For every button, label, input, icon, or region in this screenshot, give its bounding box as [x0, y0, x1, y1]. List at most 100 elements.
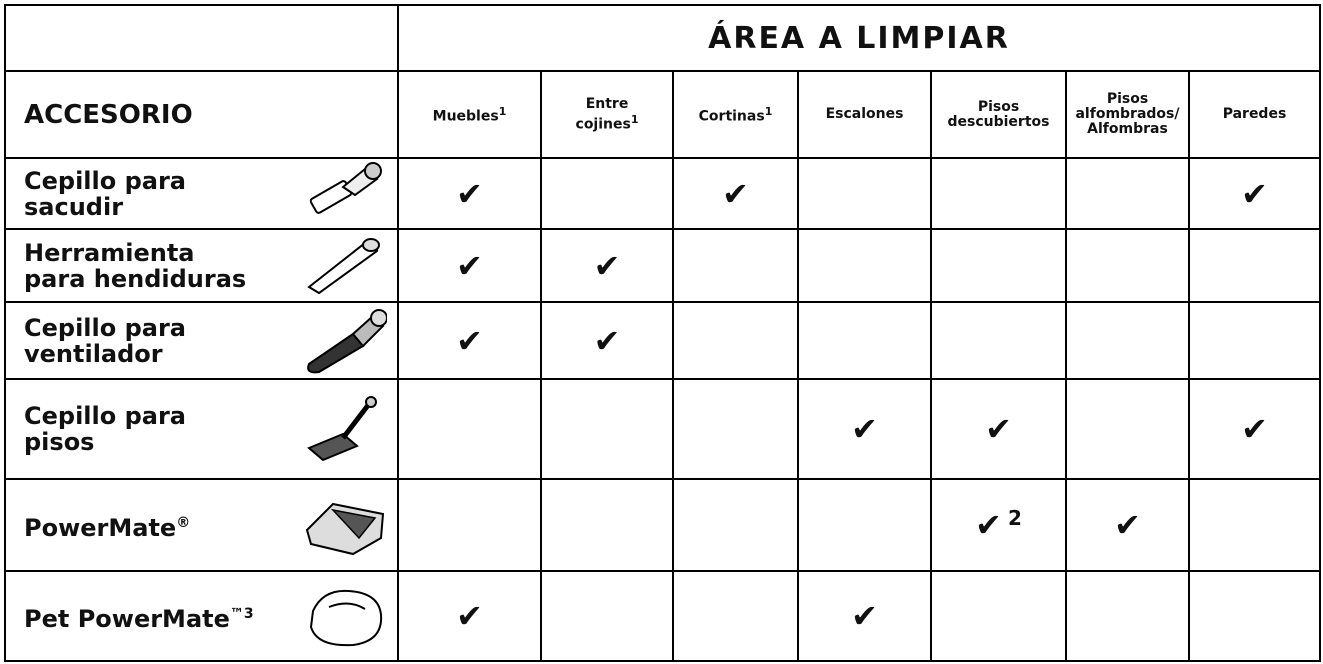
- check-cell: [930, 157, 1067, 230]
- accessory-row: PowerMate® ✔ 2 ✔: [4, 478, 1322, 572]
- check-cell: [1065, 157, 1190, 230]
- column-header: Pisos descubiertos: [930, 70, 1067, 159]
- check-mark: ✔: [851, 410, 878, 448]
- column-label: cojines: [575, 116, 631, 133]
- accessory-name-block: Cepillo para sacudir: [24, 168, 264, 220]
- accessory-name-block: Pet PowerMate™3: [24, 601, 264, 632]
- check-cell: ✔: [1065, 478, 1190, 572]
- check-cell: ✔ 2: [930, 478, 1067, 572]
- accessory-cell: Pet PowerMate™3: [4, 570, 399, 662]
- column-header: Entre cojines1: [540, 70, 674, 159]
- check-cell: ✔: [540, 228, 674, 303]
- check-mark: ✔: [593, 321, 621, 360]
- check-cell: ✔: [797, 570, 932, 662]
- accessory-cell: Herramienta para hendiduras: [4, 228, 399, 303]
- check-cell: [672, 478, 799, 572]
- check-cell: ✔: [930, 378, 1067, 480]
- check-cell: [1065, 570, 1190, 662]
- check-cell: [797, 157, 932, 230]
- check-cell: ✔: [672, 157, 799, 230]
- check-mark: ✔: [456, 597, 483, 635]
- check-cell: [672, 301, 799, 380]
- accessory-name: Cepillo para pisos: [24, 402, 186, 456]
- check-mark: ✔: [985, 410, 1012, 448]
- column-label: Escalones: [825, 106, 904, 122]
- check-cell: [672, 228, 799, 303]
- check-mark: ✔: [1114, 506, 1141, 544]
- trademark: ™3: [229, 605, 254, 622]
- accessory-row: Cepillo para sacudir ✔ ✔ ✔: [4, 157, 1322, 230]
- accessory-name: Cepillo para ventilador: [24, 313, 186, 368]
- accessory-cell: Cepillo para sacudir: [4, 157, 399, 230]
- check-cell: [797, 478, 932, 572]
- check-cell: [1065, 378, 1190, 480]
- check-cell: [540, 478, 674, 572]
- check-cell: [397, 478, 542, 572]
- check-cell: [397, 378, 542, 480]
- column-label: Pisos: [977, 98, 1020, 115]
- accessory-cell: PowerMate®: [4, 478, 399, 572]
- check-cell: ✔: [1187, 378, 1322, 480]
- check-cell: [540, 378, 674, 480]
- check-cell: [1187, 570, 1322, 662]
- check-mark: ✔: [851, 597, 878, 635]
- check-cell: [1187, 478, 1322, 572]
- check-mark: ✔: [456, 246, 483, 285]
- check-cell: ✔: [797, 378, 932, 480]
- table-body: ÁREA A LIMPIAR ACCESORIO Muebles1 Entre co…: [4, 4, 1322, 662]
- check-cell: [672, 570, 799, 662]
- accessory-row: Pet PowerMate™3 ✔ ✔: [4, 570, 1322, 662]
- accessory-name: Herramienta para hendiduras: [24, 238, 247, 293]
- column-label: descubiertos: [947, 113, 1050, 130]
- trademark: ®: [176, 514, 191, 531]
- accessory-title: ACCESORIO: [4, 70, 399, 159]
- accessory-name-block: Herramienta para hendiduras: [24, 240, 264, 292]
- check-cell: [1187, 301, 1322, 380]
- accessory-icon: [307, 237, 380, 294]
- accessory-cell: Cepillo para pisos: [4, 378, 399, 480]
- header-row: ÁREA A LIMPIAR: [4, 4, 1322, 72]
- check-cell: [1187, 228, 1322, 303]
- accessory-name-block: PowerMate®: [24, 510, 264, 541]
- column-header-row: ACCESORIO Muebles1 Entre cojines1 Cortinas1…: [4, 70, 1322, 159]
- column-header: Cortinas1: [672, 70, 799, 159]
- check-cell: [540, 570, 674, 662]
- area-title: ÁREA A LIMPIAR: [396, 4, 1322, 72]
- column-header: Escalones: [797, 70, 932, 159]
- accessory-name: Pet PowerMate: [24, 604, 230, 633]
- accessory-row: Cepillo para pisos ✔ ✔ ✔: [4, 378, 1322, 480]
- accessory-table: ÁREA A LIMPIAR ACCESORIO Muebles1 Entre co…: [4, 4, 1322, 662]
- accessory-icon: [309, 161, 382, 214]
- check-cell: [797, 228, 932, 303]
- column-label: Entre: [585, 95, 629, 112]
- check-cell: [540, 157, 674, 230]
- footnote-ref: 1: [764, 105, 773, 119]
- accessory-icon: [305, 502, 385, 556]
- accessory-icon: [307, 396, 377, 462]
- check-mark: ✔: [456, 321, 483, 360]
- check-mark: ✔: [593, 246, 621, 285]
- accessory-name-block: Cepillo para ventilador: [24, 315, 264, 367]
- check-cell: ✔: [397, 570, 542, 662]
- check-cell: [1065, 301, 1190, 380]
- footnote-ref: 2: [1007, 506, 1022, 530]
- footnote-ref: 1: [630, 112, 639, 126]
- column-label: Muebles: [432, 108, 499, 125]
- column-header: Paredes: [1187, 70, 1322, 159]
- check-cell: ✔: [397, 301, 542, 380]
- accessory-row: Cepillo para ventilador ✔ ✔: [4, 301, 1322, 380]
- check-mark: ✔: [456, 174, 483, 213]
- check-mark: ✔: [975, 506, 1002, 544]
- accessory-name: PowerMate: [24, 513, 177, 542]
- check-mark: ✔: [1241, 174, 1268, 213]
- footnote-ref: 1: [498, 105, 507, 119]
- accessory-cell: Cepillo para ventilador: [4, 301, 399, 380]
- accessory-name-block: Cepillo para pisos: [24, 403, 264, 455]
- accessory-icon: [309, 589, 383, 647]
- check-cell: [930, 228, 1067, 303]
- accessory-name: Cepillo para sacudir: [24, 166, 186, 221]
- check-mark: ✔: [722, 174, 749, 213]
- check-cell: [930, 570, 1067, 662]
- accessory-icon: [307, 308, 387, 373]
